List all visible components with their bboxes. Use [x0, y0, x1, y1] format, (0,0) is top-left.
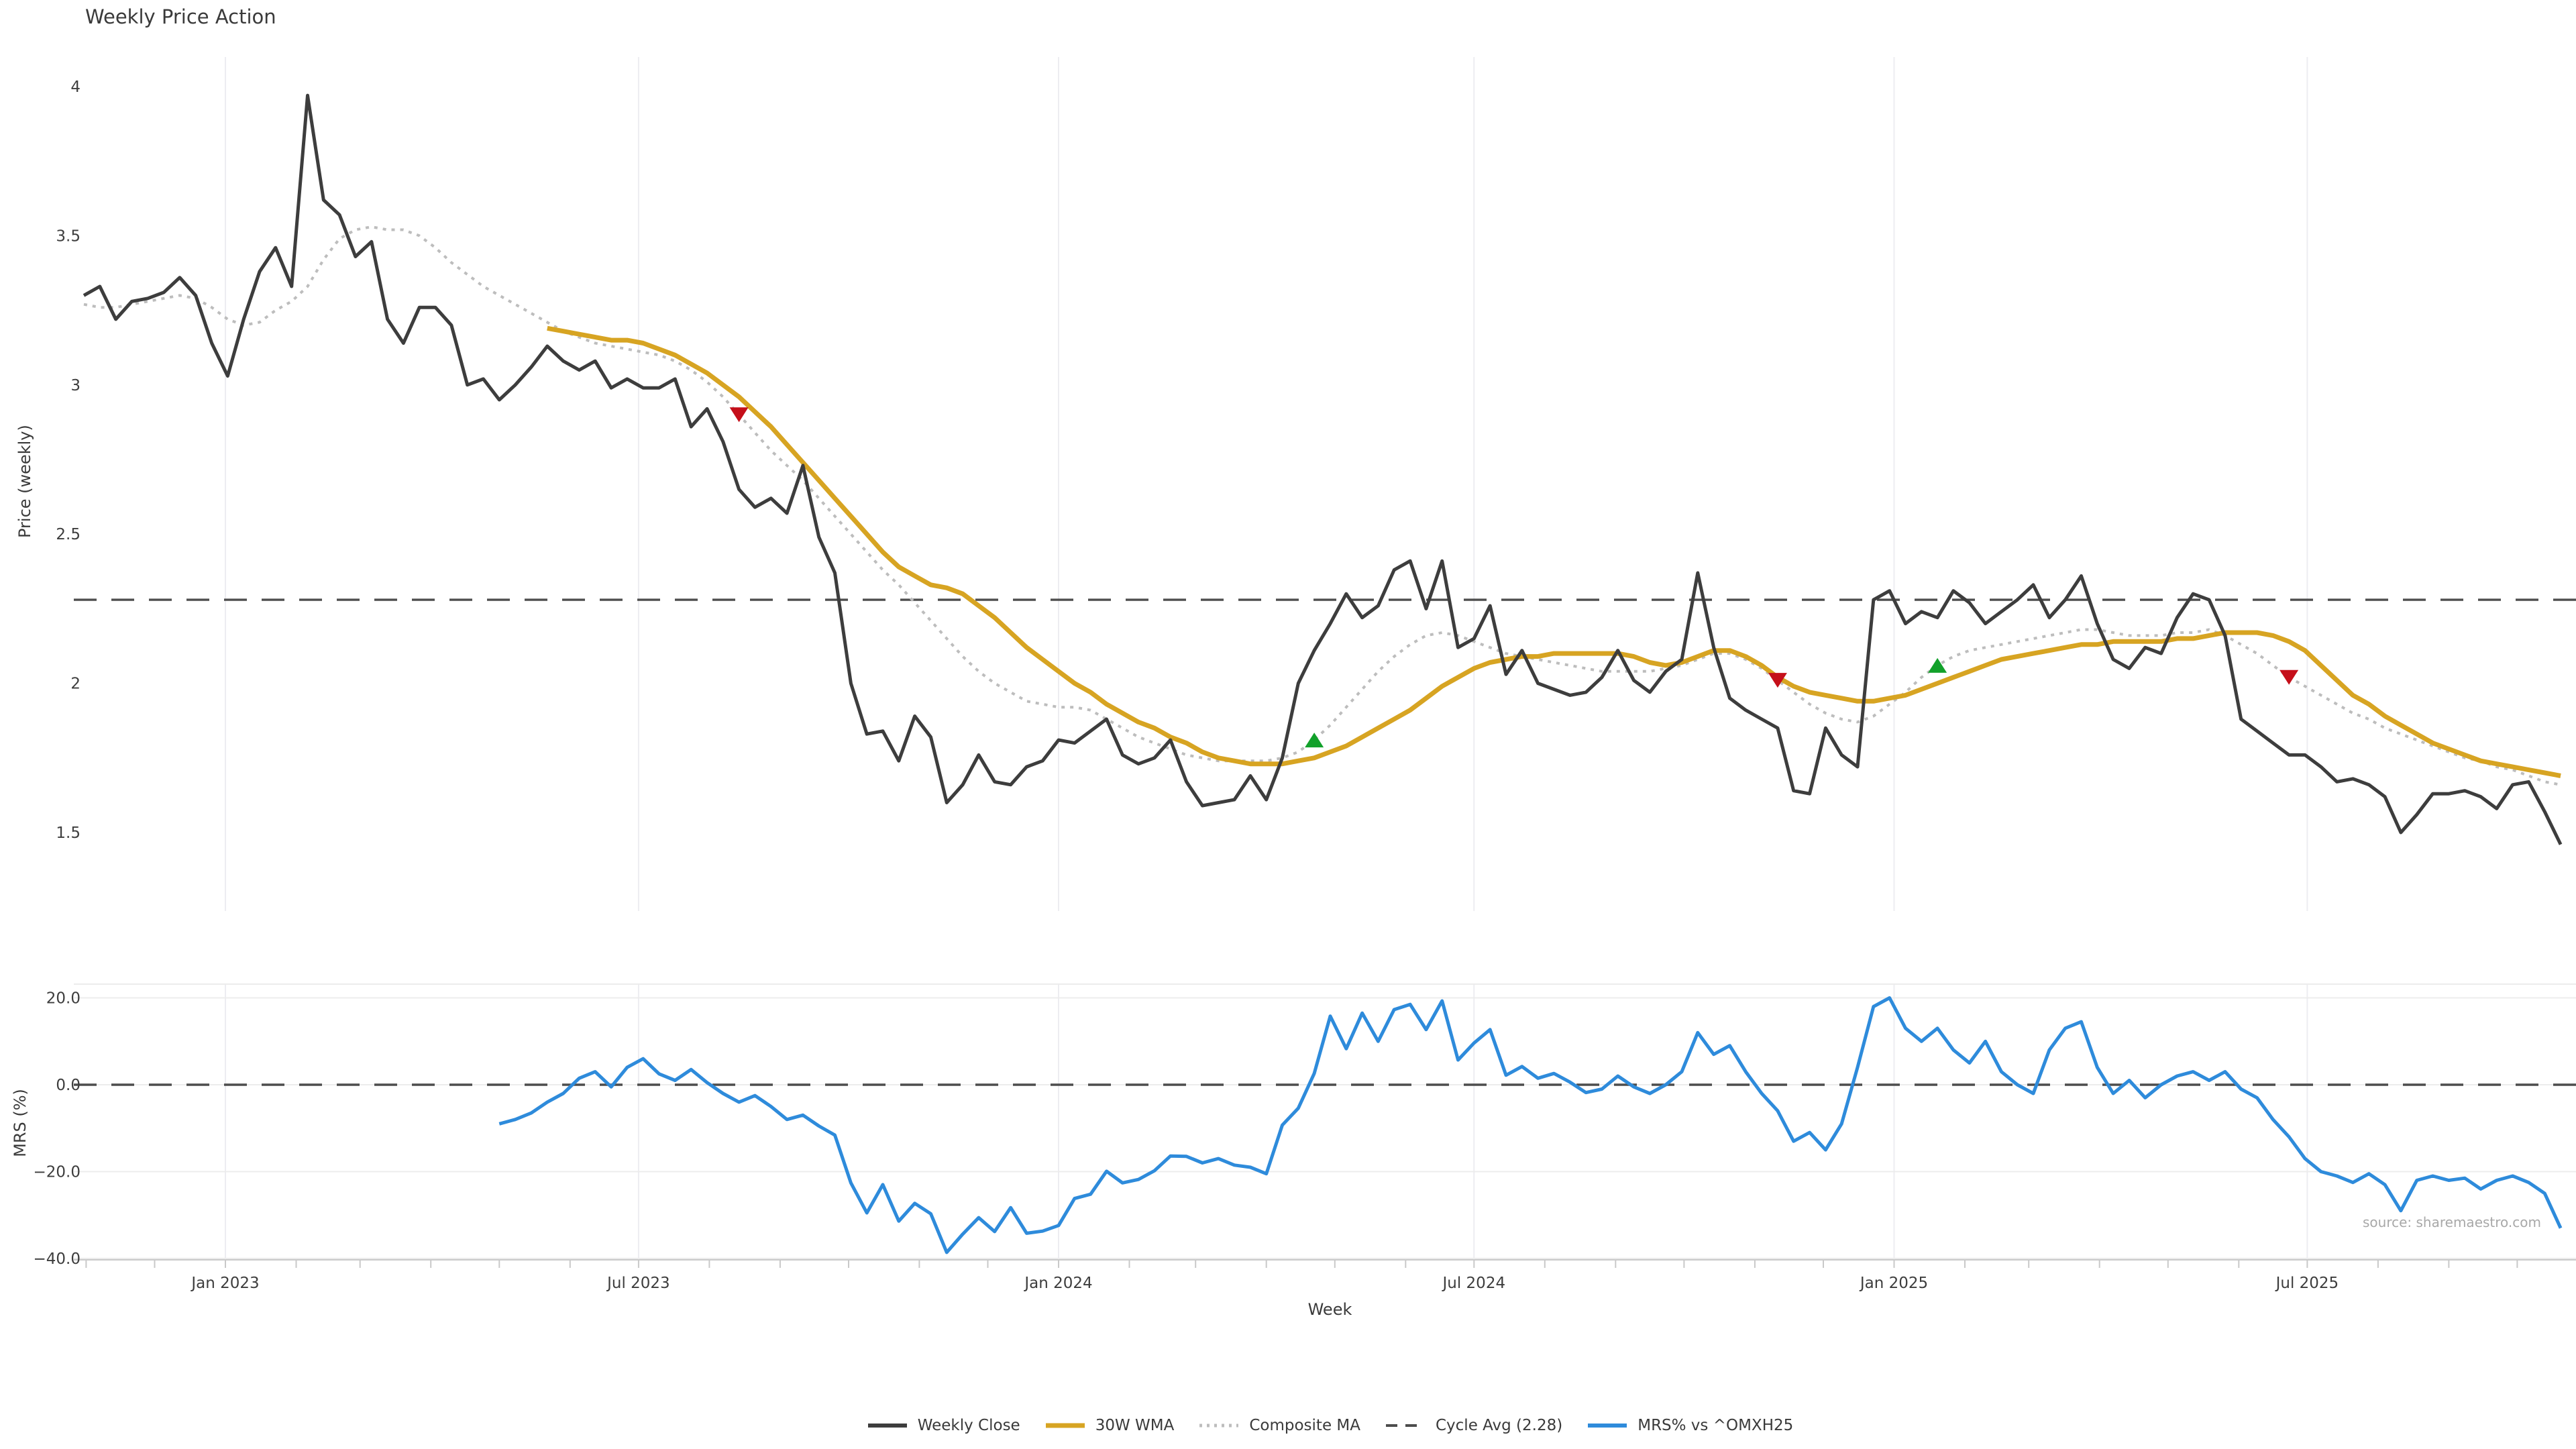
svg-text:3.5: 3.5 [56, 227, 80, 245]
legend-swatch-line-icon [867, 1424, 907, 1428]
series-composite-ma [83, 225, 2561, 786]
mrs-plot [498, 996, 2563, 1254]
svg-text:Jul 2024: Jul 2024 [1441, 1275, 1505, 1292]
source-watermark: source: sharemaestro.com [2363, 1214, 2541, 1230]
svg-text:4: 4 [70, 78, 80, 96]
legend-item-cycle-avg: Cycle Avg (2.28) [1385, 1417, 1562, 1434]
signal-markers [729, 407, 2299, 748]
legend-label: 30W WMA [1095, 1417, 1175, 1434]
svg-text:Jan 2025: Jan 2025 [1859, 1275, 1928, 1292]
legend-label: MRS% vs ^OMXH25 [1638, 1417, 1794, 1434]
mrs-axis-label: MRS (%) [11, 1089, 30, 1157]
svg-text:3: 3 [70, 377, 80, 394]
legend-item-30w-wma: 30W WMA [1044, 1417, 1175, 1434]
axis-ticks [85, 1260, 2518, 1268]
svg-text:2: 2 [70, 676, 80, 693]
svg-text:1.5: 1.5 [56, 824, 80, 842]
legend-label: Cycle Avg (2.28) [1435, 1417, 1563, 1434]
triangle-down-marker-icon [2279, 669, 2299, 685]
legend-swatch-dashed-line-icon [1385, 1424, 1425, 1427]
svg-text:−40.0: −40.0 [34, 1250, 80, 1268]
reference-lines [74, 598, 2576, 1086]
legend-swatch-dotted-line-icon [1199, 1424, 1239, 1428]
legend-label: Weekly Close [917, 1417, 1020, 1434]
series-30w-wma [547, 325, 2561, 778]
axis-tick-labels: Jan 2023 Jul 2023 Jan 2024 Jul 2024 Jan 2025… [34, 78, 2339, 1292]
x-axis-label: Week [1307, 1300, 1352, 1319]
legend-swatch-line-icon [1588, 1424, 1627, 1428]
svg-text:0.0: 0.0 [56, 1077, 80, 1094]
svg-text:−20.0: −20.0 [34, 1164, 80, 1181]
triangle-down-marker-icon [729, 407, 749, 423]
legend-swatch-line-icon [1045, 1423, 1085, 1428]
legend-item-composite-ma: Composite MA [1198, 1417, 1360, 1434]
triangle-up-marker-icon [1928, 657, 1947, 673]
gridlines [74, 57, 2576, 1260]
svg-text:20.0: 20.0 [46, 990, 80, 1008]
legend-item-weekly-close: Weekly Close [867, 1417, 1020, 1434]
svg-text:Jan 2024: Jan 2024 [1023, 1275, 1092, 1292]
series-weekly-close [83, 93, 2563, 845]
svg-text:2.5: 2.5 [56, 526, 80, 543]
svg-text:Jul 2025: Jul 2025 [2275, 1275, 2339, 1292]
triangle-down-marker-icon [1768, 673, 1787, 688]
page-title: Weekly Price Action [85, 5, 276, 28]
svg-text:Jul 2023: Jul 2023 [606, 1275, 670, 1292]
legend: Weekly Close 30W WMA Composite MA Cycle … [84, 1417, 2576, 1434]
series-mrs-vs-omxh25 [498, 996, 2563, 1254]
price-axis-label: Price (weekly) [15, 425, 34, 538]
triangle-up-marker-icon [1305, 733, 1324, 748]
legend-label: Composite MA [1249, 1417, 1360, 1434]
price-plot [83, 93, 2563, 845]
svg-text:Jan 2023: Jan 2023 [190, 1275, 259, 1292]
legend-item-mrs: MRS% vs ^OMXH25 [1587, 1417, 1793, 1434]
